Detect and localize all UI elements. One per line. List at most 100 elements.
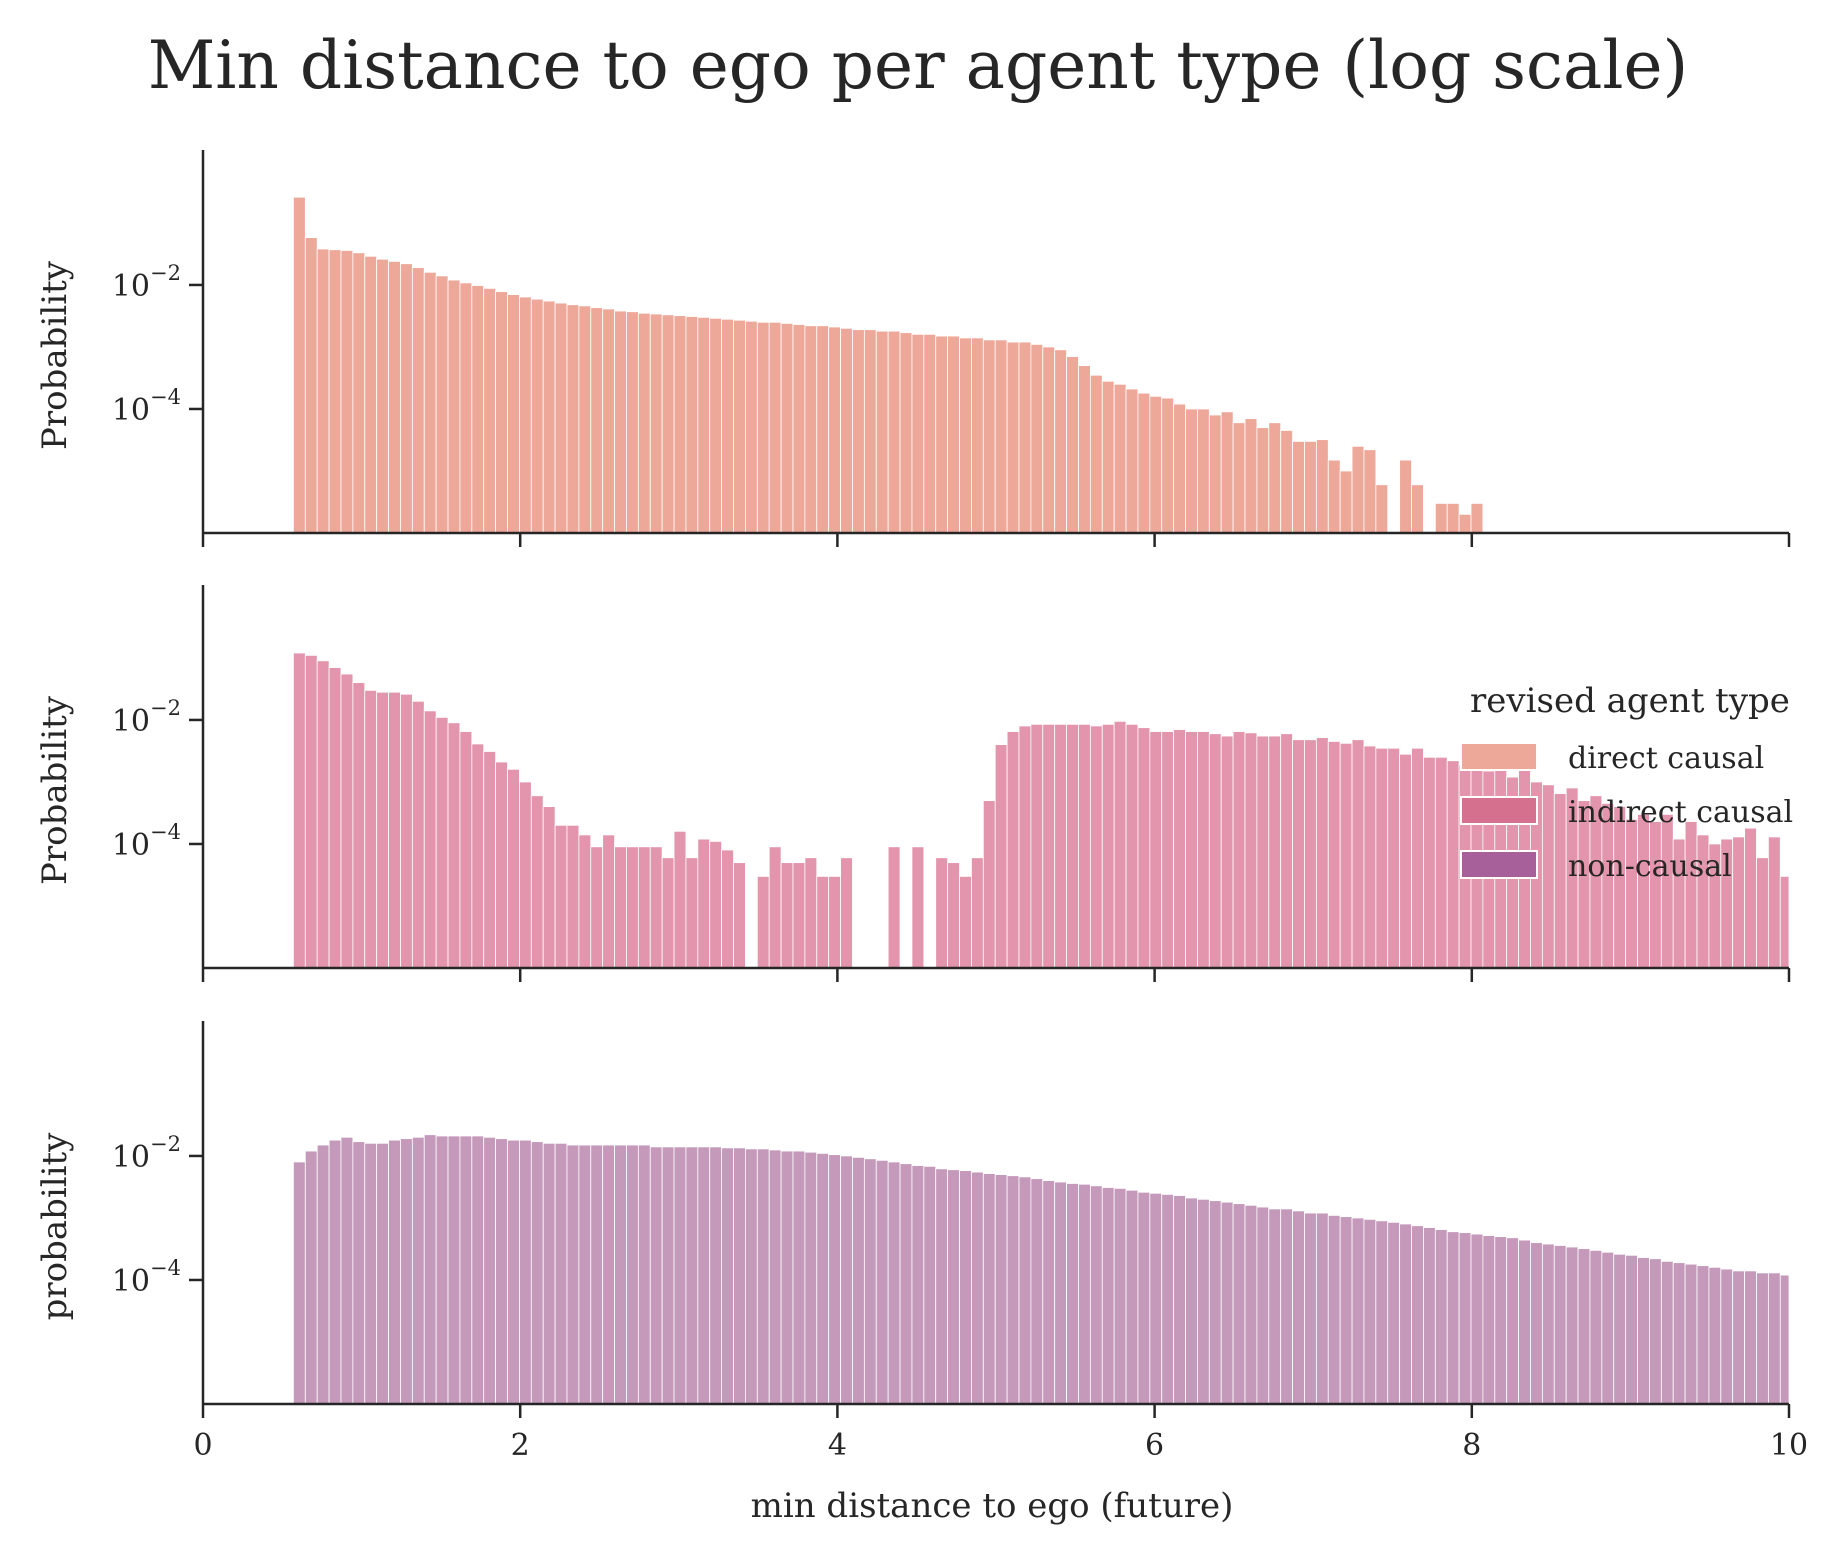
bar	[530, 1141, 544, 1405]
bar	[1399, 753, 1412, 969]
bar	[709, 1146, 723, 1405]
bar	[875, 330, 889, 534]
bar	[614, 1144, 627, 1405]
bar	[756, 1148, 770, 1405]
bar	[1327, 459, 1341, 534]
bar	[899, 1163, 913, 1405]
bar	[411, 267, 425, 534]
bar	[661, 857, 675, 969]
bar	[1268, 422, 1282, 534]
bar	[304, 237, 318, 534]
bars-0	[293, 196, 1484, 534]
y-tick-label: 10−4	[112, 1256, 181, 1299]
bar	[816, 875, 830, 969]
bar	[1197, 408, 1210, 534]
bar	[1482, 1235, 1496, 1405]
legend-title: revised agent type	[1470, 681, 1790, 721]
bar	[685, 857, 699, 969]
bar	[1684, 821, 1698, 969]
bar	[1470, 1233, 1484, 1405]
bar	[1506, 1237, 1519, 1405]
y-tick-label: 10−2	[112, 696, 181, 739]
bar	[1458, 513, 1472, 534]
bar	[1125, 388, 1139, 534]
bar	[352, 252, 366, 534]
bar	[519, 781, 532, 969]
bar	[1756, 1272, 1769, 1405]
bar	[828, 1154, 841, 1405]
bar	[875, 1159, 889, 1405]
panel-direct-causal: 10−2 10−4 Probability	[35, 150, 1791, 547]
bar	[1339, 742, 1353, 969]
bar	[400, 263, 413, 534]
bar	[566, 304, 580, 534]
bar	[1042, 346, 1056, 534]
bar	[1613, 806, 1627, 969]
bar	[673, 315, 687, 534]
bar	[1304, 440, 1317, 534]
y-tick-label: 10−2	[112, 1132, 181, 1175]
bar	[1089, 725, 1103, 969]
bar	[1173, 1195, 1186, 1405]
bar	[1185, 1197, 1198, 1405]
bar	[1720, 1268, 1734, 1405]
bar	[1137, 727, 1151, 969]
bar	[364, 255, 378, 534]
bar	[697, 316, 711, 534]
bar	[1518, 1239, 1531, 1405]
bar	[721, 849, 734, 969]
legend-swatch-direct-causal	[1460, 742, 1538, 771]
bar	[614, 846, 627, 969]
bar	[1268, 735, 1282, 969]
bar	[495, 291, 508, 534]
bar	[423, 271, 437, 534]
bar	[388, 691, 401, 969]
bar	[1732, 1270, 1745, 1405]
bar	[602, 834, 615, 969]
bar	[316, 660, 330, 969]
bar	[483, 751, 497, 969]
bar	[471, 743, 485, 969]
bar	[852, 1156, 865, 1405]
bar	[840, 327, 853, 534]
bar	[1470, 503, 1484, 534]
bar	[1327, 1214, 1341, 1405]
bar	[709, 841, 723, 969]
bar	[1315, 439, 1329, 534]
bar	[519, 1139, 532, 1405]
bar	[756, 875, 770, 969]
bar	[1220, 735, 1234, 969]
bar	[840, 857, 853, 969]
bar	[1208, 733, 1222, 969]
bar	[1280, 430, 1293, 534]
chart-title: Min distance to ego per agent type (log …	[148, 27, 1689, 104]
bar	[1006, 341, 1020, 534]
bar	[1411, 484, 1424, 534]
legend-item-non-causal: non-causal	[1460, 849, 1732, 884]
bar	[887, 330, 901, 534]
bar	[947, 862, 960, 969]
bar	[1446, 760, 1460, 969]
bar	[709, 317, 723, 534]
bar	[1137, 392, 1151, 534]
bar	[1292, 1210, 1305, 1405]
legend-swatch-non-causal	[1460, 850, 1538, 879]
bar	[1411, 1225, 1424, 1405]
bar	[447, 1135, 461, 1405]
bar	[1767, 836, 1781, 969]
bar	[328, 249, 342, 534]
bar	[1375, 1220, 1389, 1405]
bar	[1434, 503, 1448, 534]
bar	[1256, 427, 1270, 534]
bar	[578, 1144, 592, 1405]
bar	[1363, 745, 1377, 969]
bar	[316, 1144, 330, 1405]
bar	[578, 834, 592, 969]
bar	[400, 1138, 413, 1405]
bar	[649, 1146, 663, 1405]
bar	[1078, 723, 1091, 969]
bar	[316, 248, 330, 534]
bar	[447, 279, 461, 534]
bar	[1423, 756, 1436, 969]
bar	[1066, 356, 1079, 534]
